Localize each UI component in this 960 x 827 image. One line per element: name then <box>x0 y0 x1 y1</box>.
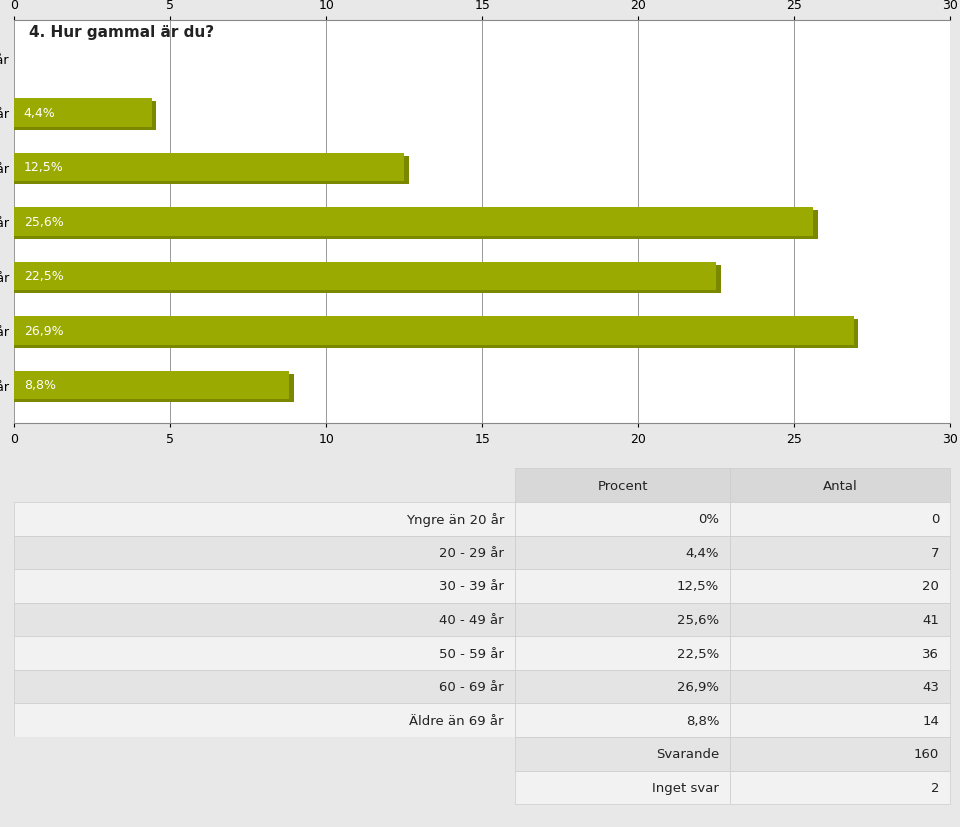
Bar <box>516 570 731 603</box>
Text: 0: 0 <box>931 513 939 526</box>
Text: 12,5%: 12,5% <box>24 161 63 174</box>
Text: 4,4%: 4,4% <box>685 546 719 559</box>
Text: 50 - 59 år: 50 - 59 år <box>439 647 504 660</box>
Text: 26,9%: 26,9% <box>24 324 63 337</box>
Text: 30 - 39 år: 30 - 39 år <box>439 580 504 593</box>
Bar <box>516 502 731 536</box>
Bar <box>14 154 404 182</box>
Bar <box>516 704 731 737</box>
Bar <box>731 502 950 536</box>
Bar <box>14 502 516 536</box>
Bar <box>516 637 731 670</box>
Text: 36: 36 <box>923 647 939 660</box>
Text: Äldre än 69 år: Äldre än 69 år <box>409 714 504 727</box>
Bar <box>14 771 516 804</box>
Text: Yngre än 20 år: Yngre än 20 år <box>405 512 504 526</box>
Bar <box>14 103 156 131</box>
Bar <box>14 737 516 771</box>
Text: 4. Hur gammal är du?: 4. Hur gammal är du? <box>29 25 214 40</box>
Text: 8,8%: 8,8% <box>685 714 719 727</box>
Text: 20: 20 <box>923 580 939 593</box>
Text: 41: 41 <box>923 614 939 626</box>
Bar <box>14 262 716 291</box>
Text: 7: 7 <box>930 546 939 559</box>
Bar <box>14 670 516 704</box>
Bar <box>14 208 813 237</box>
Text: 160: 160 <box>914 748 939 760</box>
Text: 14: 14 <box>923 714 939 727</box>
Bar <box>14 265 721 294</box>
Bar <box>516 469 731 502</box>
Bar <box>14 704 516 737</box>
Text: 0%: 0% <box>698 513 719 526</box>
Bar <box>731 603 950 637</box>
Text: Antal: Antal <box>823 479 858 492</box>
Bar <box>731 536 950 570</box>
Text: 26,9%: 26,9% <box>677 681 719 693</box>
Bar <box>516 771 731 804</box>
Bar <box>14 320 858 348</box>
Bar <box>14 603 516 637</box>
Bar <box>14 469 516 502</box>
Bar <box>731 469 950 502</box>
Bar <box>14 99 152 127</box>
Bar <box>14 637 516 670</box>
Text: 43: 43 <box>923 681 939 693</box>
Text: 4,4%: 4,4% <box>24 107 56 120</box>
Bar <box>731 670 950 704</box>
Bar <box>516 670 731 704</box>
Text: Inget svar: Inget svar <box>653 781 719 794</box>
Text: Svarande: Svarande <box>656 748 719 760</box>
Bar <box>14 536 516 570</box>
Text: 12,5%: 12,5% <box>677 580 719 593</box>
Bar <box>731 704 950 737</box>
Bar <box>516 603 731 637</box>
Text: 2: 2 <box>930 781 939 794</box>
Bar <box>731 637 950 670</box>
Text: 8,8%: 8,8% <box>24 379 56 392</box>
Bar <box>14 211 818 240</box>
Text: 22,5%: 22,5% <box>24 270 63 283</box>
Bar <box>14 371 289 399</box>
Bar <box>516 737 731 771</box>
Bar <box>14 570 516 603</box>
Text: Procent: Procent <box>597 479 648 492</box>
Bar <box>731 737 950 771</box>
Bar <box>516 536 731 570</box>
Bar <box>14 375 294 403</box>
Text: 22,5%: 22,5% <box>677 647 719 660</box>
Text: 40 - 49 år: 40 - 49 år <box>440 614 504 626</box>
Bar <box>14 157 409 185</box>
Text: 60 - 69 år: 60 - 69 år <box>440 681 504 693</box>
Text: 25,6%: 25,6% <box>677 614 719 626</box>
Text: 20 - 29 år: 20 - 29 år <box>439 546 504 559</box>
Bar <box>731 570 950 603</box>
Bar <box>731 771 950 804</box>
Text: 25,6%: 25,6% <box>24 216 63 228</box>
Bar <box>14 317 853 345</box>
